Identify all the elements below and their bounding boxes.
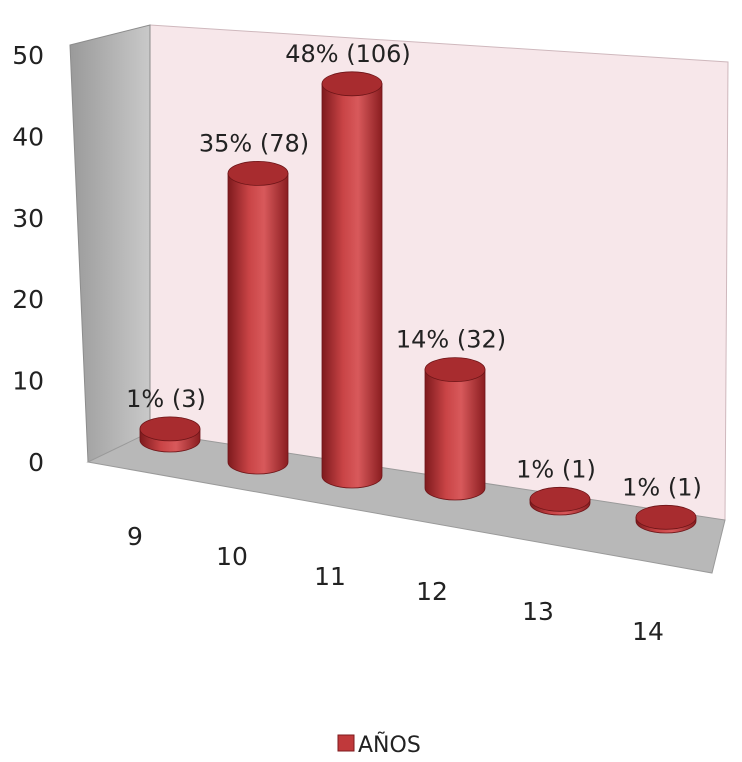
- y-tick-label: 0: [28, 448, 44, 477]
- bar-12: [424, 357, 486, 501]
- bar-top: [227, 160, 289, 186]
- x-tick-label: 9: [127, 522, 143, 551]
- legend-label: AÑOS: [358, 731, 421, 758]
- x-tick-label: 11: [314, 562, 346, 591]
- bar-top: [321, 71, 383, 97]
- bar-9: [139, 416, 201, 453]
- x-tick-label: 14: [632, 617, 664, 646]
- bar-top: [139, 416, 201, 442]
- bar-14: [635, 504, 697, 534]
- data-label: 48% (106): [285, 40, 411, 68]
- x-axis: 9 10 11 12 13 14: [127, 522, 664, 646]
- data-label: 1% (1): [516, 455, 596, 483]
- bar-top: [635, 504, 697, 530]
- y-tick-label: 30: [12, 204, 44, 233]
- x-tick-label: 12: [416, 577, 448, 606]
- bar-body: [321, 83, 383, 489]
- legend-swatch: [337, 734, 355, 752]
- data-label: 35% (78): [199, 129, 309, 157]
- y-tick-label: 10: [12, 367, 44, 396]
- bar-top: [424, 357, 486, 383]
- bar-11: [321, 71, 383, 489]
- y-tick-label: 20: [12, 285, 44, 314]
- data-label: 14% (32): [396, 326, 506, 354]
- data-label: 1% (1): [622, 473, 702, 501]
- bars: 1% (3) 35% (78) 48% (106) 14% (32) 1% (1) 1% …: [126, 40, 702, 534]
- legend: AÑOS: [337, 731, 421, 758]
- x-tick-label: 13: [522, 597, 554, 626]
- bar-body: [227, 173, 289, 475]
- x-tick-label: 10: [216, 542, 248, 571]
- y-axis: 0 10 20 30 40 50: [12, 41, 44, 477]
- bar-13: [529, 486, 591, 516]
- bar-body: [424, 369, 486, 501]
- bar-top: [529, 486, 591, 512]
- bar-10: [227, 160, 289, 475]
- y-tick-label: 40: [12, 122, 44, 151]
- data-label: 1% (3): [126, 385, 206, 413]
- y-tick-label: 50: [12, 41, 44, 70]
